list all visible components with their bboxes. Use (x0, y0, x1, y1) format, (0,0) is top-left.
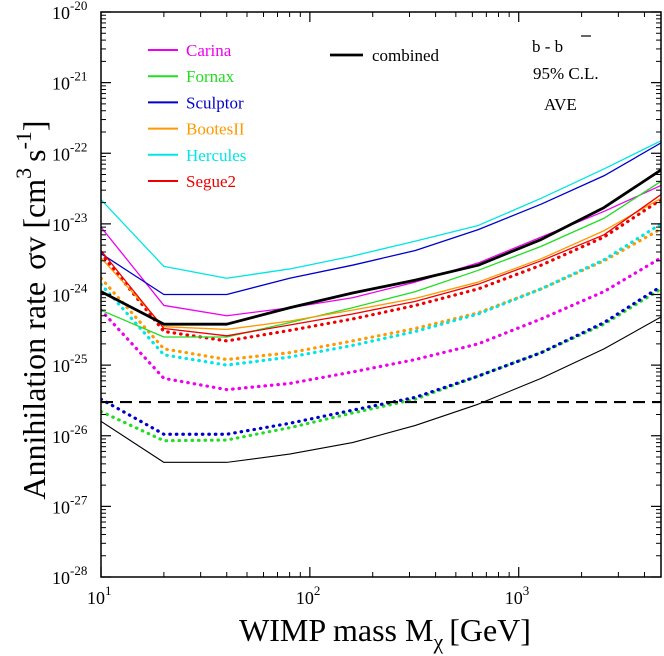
series-line-hercules (101, 140, 661, 279)
y-tick-label: 10-26 (52, 422, 88, 447)
legend-label-combined: combined (372, 46, 440, 65)
annotation-group: b - b 95% C.L. AVE (532, 35, 599, 114)
series-line-sculptor (101, 142, 661, 296)
y-tick-label: 10-22 (52, 139, 87, 164)
series-line-fornax (101, 180, 661, 338)
annotation-confidence: 95% C.L. (533, 64, 599, 83)
series-line-combined-expected (101, 316, 661, 463)
y-tick-label: 10-21 (52, 69, 87, 94)
legend-label-segue2: Segue2 (186, 172, 236, 191)
series-line-combined (101, 168, 661, 326)
annotation-method: AVE (544, 95, 577, 114)
x-tick-label: 101 (87, 583, 112, 608)
legend: Carina Fornax Sculptor BootesII Hercules Segu… (148, 41, 440, 191)
series-line-carina-expected (101, 256, 661, 392)
y-tick-label: 10-25 (52, 351, 87, 376)
y-tick-label: 10-20 (52, 0, 87, 23)
series-line-hercules-expected (101, 222, 661, 367)
y-tick-label: 10-24 (52, 281, 88, 306)
y-tick-label: 10-27 (52, 492, 88, 517)
legend-label-bootesii: BootesII (186, 120, 245, 139)
series-line-bootesii (101, 197, 661, 331)
series-line-sculptor-expected (101, 284, 661, 436)
legend-label-fornax: Fornax (186, 67, 235, 86)
legend-label-hercules: Hercules (186, 146, 246, 165)
x-axis-label: WIMP mass Mχ [GeV] (239, 612, 531, 654)
y-tick-label: 10-23 (52, 210, 87, 235)
series-line-segue2-expected (101, 198, 661, 343)
series-line-bootesii-expected (101, 227, 661, 362)
y-axis-label: Annihilation rateσv[cm3s-1] (11, 120, 52, 499)
x-tick-label: 102 (296, 583, 321, 608)
legend-label-carina: Carina (186, 41, 232, 60)
y-tick-label: 10-28 (52, 563, 87, 588)
series-line-segue2 (101, 194, 661, 337)
annotation-channel: b - b (532, 37, 563, 56)
x-tick-label: 103 (505, 583, 530, 608)
legend-label-sculptor: Sculptor (186, 93, 244, 112)
